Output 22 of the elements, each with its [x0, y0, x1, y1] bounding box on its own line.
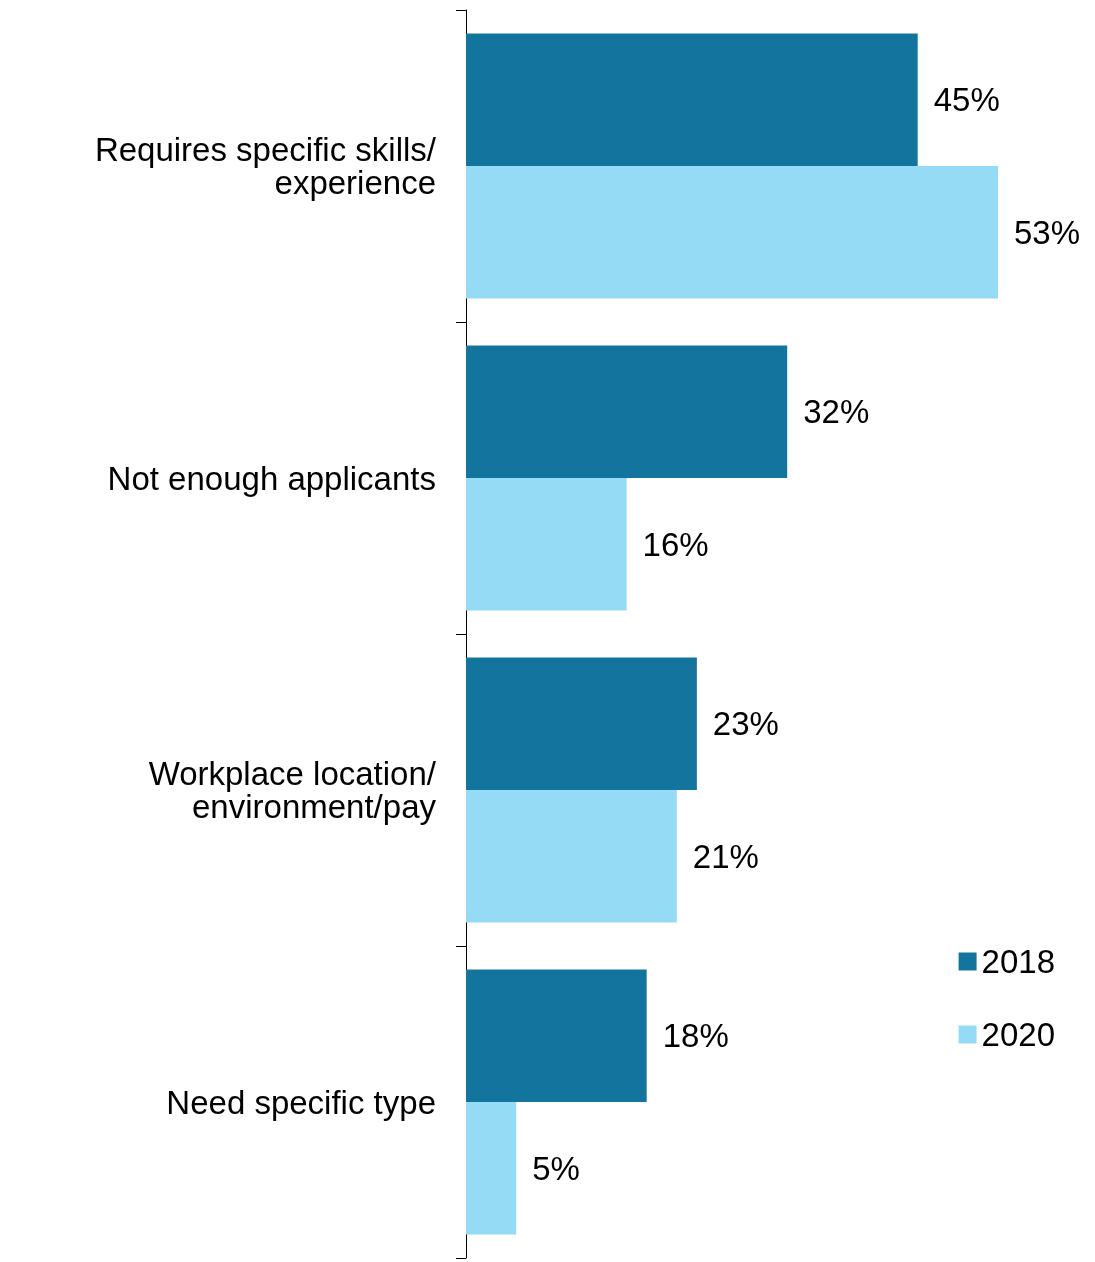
- data-label: 5%: [532, 1149, 580, 1187]
- bar: [466, 33, 918, 166]
- bar: [466, 166, 998, 299]
- bar: [466, 657, 697, 790]
- y-tick-label: Need specific type: [166, 1083, 436, 1121]
- data-label: 32%: [803, 393, 870, 431]
- bar: [466, 790, 677, 923]
- y-tick-label: Not enough applicants: [107, 459, 436, 497]
- bar: [466, 478, 627, 611]
- legend-label: 2018: [981, 943, 1056, 980]
- y-tick-label: Workplace location/environment/pay: [148, 755, 437, 825]
- data-label: 53%: [1014, 213, 1081, 251]
- data-label: 45%: [933, 81, 1000, 119]
- bar: [466, 969, 647, 1102]
- data-label: 21%: [692, 837, 759, 875]
- legend-label: 2020: [981, 1016, 1056, 1053]
- bar: [466, 1102, 517, 1235]
- y-tick-label: Requires specific skills/experience: [94, 131, 437, 201]
- data-label: 18%: [662, 1017, 729, 1055]
- data-label: 16%: [642, 525, 709, 563]
- bar: [466, 345, 788, 478]
- data-label: 23%: [712, 705, 779, 743]
